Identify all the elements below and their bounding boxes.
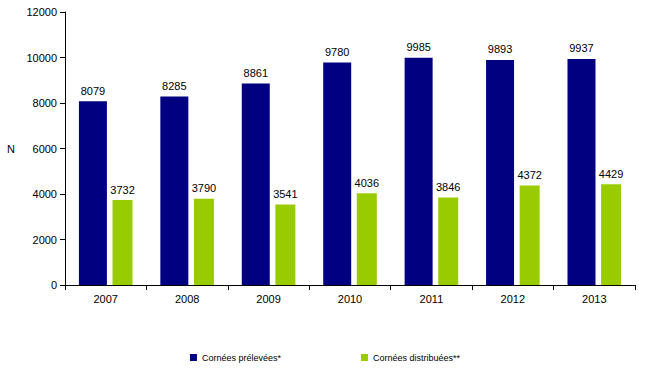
svg-text:2011: 2011 — [420, 293, 444, 305]
svg-text:9780: 9780 — [325, 46, 349, 58]
svg-text:2007: 2007 — [93, 293, 117, 305]
svg-text:2013: 2013 — [582, 293, 606, 305]
svg-text:0: 0 — [51, 279, 57, 291]
svg-text:8285: 8285 — [162, 80, 186, 92]
svg-text:Cornées distribuées**: Cornées distribuées** — [373, 353, 461, 363]
svg-text:4372: 4372 — [517, 169, 541, 181]
svg-text:9937: 9937 — [569, 42, 593, 54]
svg-text:9893: 9893 — [488, 43, 512, 55]
svg-text:10000: 10000 — [26, 52, 57, 64]
svg-text:9985: 9985 — [406, 41, 430, 53]
svg-text:2012: 2012 — [501, 293, 525, 305]
svg-text:4000: 4000 — [33, 188, 57, 200]
svg-text:3846: 3846 — [436, 181, 460, 193]
svg-text:8079: 8079 — [81, 85, 105, 97]
svg-text:2000: 2000 — [33, 234, 57, 246]
svg-text:N: N — [7, 143, 15, 155]
svg-text:3732: 3732 — [110, 184, 134, 196]
svg-text:4429: 4429 — [599, 168, 623, 180]
svg-text:3790: 3790 — [192, 182, 216, 194]
svg-text:8000: 8000 — [33, 97, 57, 109]
svg-text:3541: 3541 — [273, 188, 297, 200]
svg-text:6000: 6000 — [33, 143, 57, 155]
svg-text:2010: 2010 — [338, 293, 362, 305]
svg-text:2008: 2008 — [175, 293, 199, 305]
svg-text:12000: 12000 — [26, 6, 57, 18]
svg-text:8861: 8861 — [244, 67, 268, 79]
svg-text:4036: 4036 — [355, 177, 379, 189]
svg-text:2009: 2009 — [256, 293, 280, 305]
svg-text:Cornées prélevées*: Cornées prélevées* — [202, 353, 282, 363]
